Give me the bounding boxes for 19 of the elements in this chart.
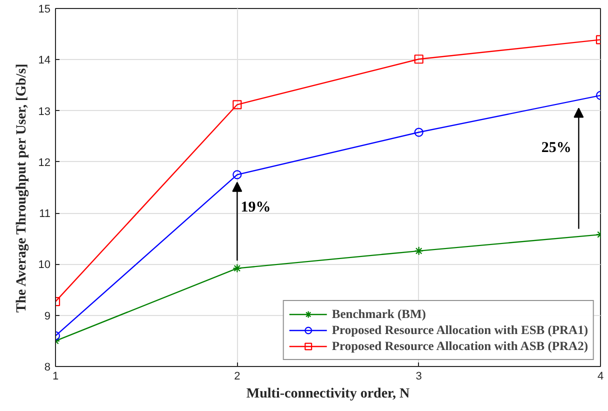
x-tick-label: 4: [597, 370, 604, 382]
annotation: 25%: [541, 140, 572, 156]
y-axis-title: The Average Throughput per User, [Gb/s]: [14, 64, 30, 313]
y-tick-label: 11: [39, 208, 51, 220]
x-axis-title: Multi-connectivity order, N: [246, 386, 410, 402]
y-tick-label: 15: [38, 4, 51, 16]
y-tick-label: 9: [44, 310, 51, 322]
annotation: 19%: [240, 199, 271, 216]
y-tick-label: 10: [38, 259, 51, 272]
y-tick-label: 8: [44, 362, 51, 374]
legend-label: Proposed Resource Allocation with ASB (PRA2): [332, 338, 588, 354]
x-tick-label: 1: [52, 370, 59, 382]
y-tick-label: 12: [38, 156, 51, 169]
legend-label: Proposed Resource Allocation with ESB (PRA1): [332, 322, 588, 338]
y-tick-label: 13: [38, 106, 51, 118]
x-tick-label: 2: [234, 370, 240, 382]
y-tick-label: 14: [38, 54, 51, 67]
legend-label: Benchmark (BM): [332, 306, 426, 322]
x-tick-label: 3: [416, 370, 422, 382]
